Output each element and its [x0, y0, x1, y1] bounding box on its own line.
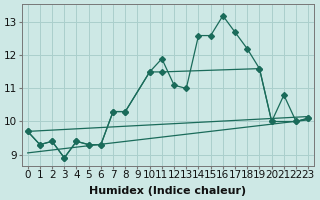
X-axis label: Humidex (Indice chaleur): Humidex (Indice chaleur)	[89, 186, 246, 196]
